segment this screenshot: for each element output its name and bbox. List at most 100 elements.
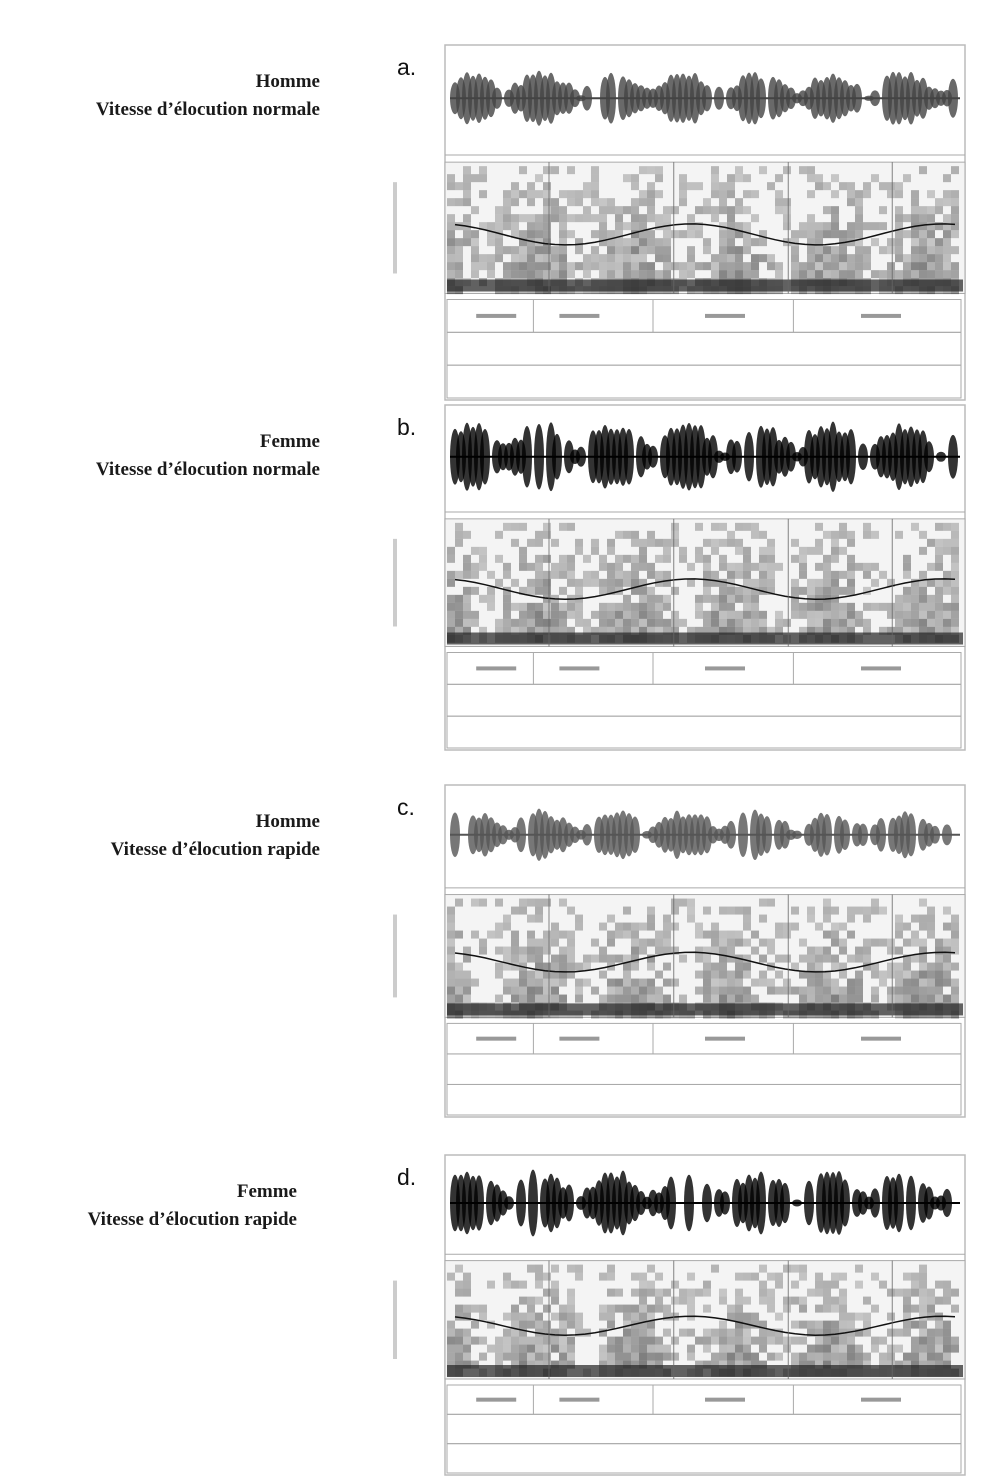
spectrogram-cell (703, 246, 711, 254)
spectrogram-cell (527, 190, 535, 198)
spectrogram-cell (815, 587, 823, 595)
spectrogram-cell (935, 1337, 943, 1345)
spectrogram-cell (527, 579, 535, 587)
spectrogram-cell (607, 262, 615, 270)
spectrogram-cell (711, 523, 719, 531)
spectrogram-cell (607, 563, 615, 571)
spectrogram-cell (623, 222, 631, 230)
spectrogram-cell (607, 1337, 615, 1345)
spectrogram-cell (591, 230, 599, 238)
spectrogram-cell (831, 1337, 839, 1345)
spectrogram-cell (647, 262, 655, 270)
spectrogram-cell (839, 182, 847, 190)
spectrogram-cell (911, 254, 919, 262)
spectrogram-cell (447, 555, 455, 563)
spectrogram-cell (839, 571, 847, 579)
spectrogram-cell (951, 270, 959, 278)
spectrogram-cell (687, 1329, 695, 1337)
spectrogram-cell (671, 539, 679, 547)
spectrogram-cell (919, 214, 927, 222)
spectrogram-cell (799, 270, 807, 278)
spectrogram-cell (503, 1329, 511, 1337)
spectrogram-cell (703, 987, 711, 995)
spectrogram-cell (543, 1289, 551, 1297)
spectrogram-cell (503, 1273, 511, 1281)
spectrogram-cell (831, 1321, 839, 1329)
spectrogram-cell (727, 971, 735, 979)
waveform-blob (870, 90, 880, 106)
spectrogram-cell (735, 939, 743, 947)
spectrogram-cell (735, 174, 743, 182)
spectrogram-cell (775, 931, 783, 939)
spectrogram-cell (503, 611, 511, 619)
spectrogram-cell (471, 1337, 479, 1345)
spectrogram-cell (703, 619, 711, 627)
spectrogram-cell (591, 254, 599, 262)
spectrogram-cell (663, 979, 671, 987)
waveform-blob (804, 1181, 814, 1226)
spectrogram-cell (815, 1337, 823, 1345)
spectrogram-cell (951, 230, 959, 238)
spectrogram-cell (863, 1297, 871, 1305)
spectrogram-cell (543, 1353, 551, 1361)
spectrogram-cell (519, 262, 527, 270)
spectrogram-cell (775, 923, 783, 931)
spectrogram-cell (447, 939, 455, 947)
spectrogram-cell (735, 1329, 743, 1337)
spectrogram-cell (447, 971, 455, 979)
spectrogram-cell (903, 571, 911, 579)
spectrogram-cell (575, 1265, 583, 1273)
spectrogram-cell (567, 1289, 575, 1297)
spectrogram-cell (815, 230, 823, 238)
spectrogram-cell (503, 206, 511, 214)
spectrogram-cell (879, 246, 887, 254)
spectrogram-cell (623, 1329, 631, 1337)
waveform-blob (840, 820, 850, 850)
spectrogram-cell (719, 619, 727, 627)
spectrogram-cell (551, 963, 559, 971)
spectrogram-cell (783, 214, 791, 222)
spectrogram-cell (447, 262, 455, 270)
spectrogram-cell (527, 1305, 535, 1313)
spectrogram-cell (447, 1321, 455, 1329)
spectrogram-cell (671, 206, 679, 214)
spectrogram-cell (639, 270, 647, 278)
spectrogram-cell (583, 206, 591, 214)
waveform-blob (822, 814, 832, 855)
spectrogram-cell (823, 563, 831, 571)
waveform-blob (732, 441, 742, 473)
spectrogram-cell (887, 603, 895, 611)
spectrogram-cell (831, 254, 839, 262)
spectrogram-cell (543, 198, 551, 206)
spectrogram-cell (823, 1297, 831, 1305)
spectrogram-cell (727, 1329, 735, 1337)
spectrogram-cell (943, 539, 951, 547)
spectrogram-cell (623, 1337, 631, 1345)
spectrogram-cell (847, 198, 855, 206)
spectrogram-cell (919, 571, 927, 579)
spectrogram-cell (551, 1345, 559, 1353)
spectrogram-cell (743, 939, 751, 947)
spectrogram-cell (711, 987, 719, 995)
spectrogram-cell (623, 531, 631, 539)
spectrogram-cell (767, 182, 775, 190)
spectrogram-cell (799, 955, 807, 963)
spectrogram-cell (903, 979, 911, 987)
spectrogram-cell (711, 923, 719, 931)
spectrogram-cell (735, 1313, 743, 1321)
spectrogram-cell (447, 182, 455, 190)
spectrogram-cell (791, 923, 799, 931)
spectrogram-cell (615, 206, 623, 214)
spectrogram-cell (743, 547, 751, 555)
spectrogram-cell (735, 563, 743, 571)
spectrogram-cell (871, 971, 879, 979)
spectrogram-cell (895, 979, 903, 987)
spectrogram-cell (823, 1337, 831, 1345)
panel: FemmeVitesse d’élocution normaleb. (96, 405, 965, 750)
spectrogram-cell (871, 1345, 879, 1353)
spectrogram-cell (631, 923, 639, 931)
spectrogram-cell (711, 539, 719, 547)
spectrogram-cell (911, 214, 919, 222)
spectrogram-cell (751, 979, 759, 987)
spectrogram-cell (759, 1345, 767, 1353)
